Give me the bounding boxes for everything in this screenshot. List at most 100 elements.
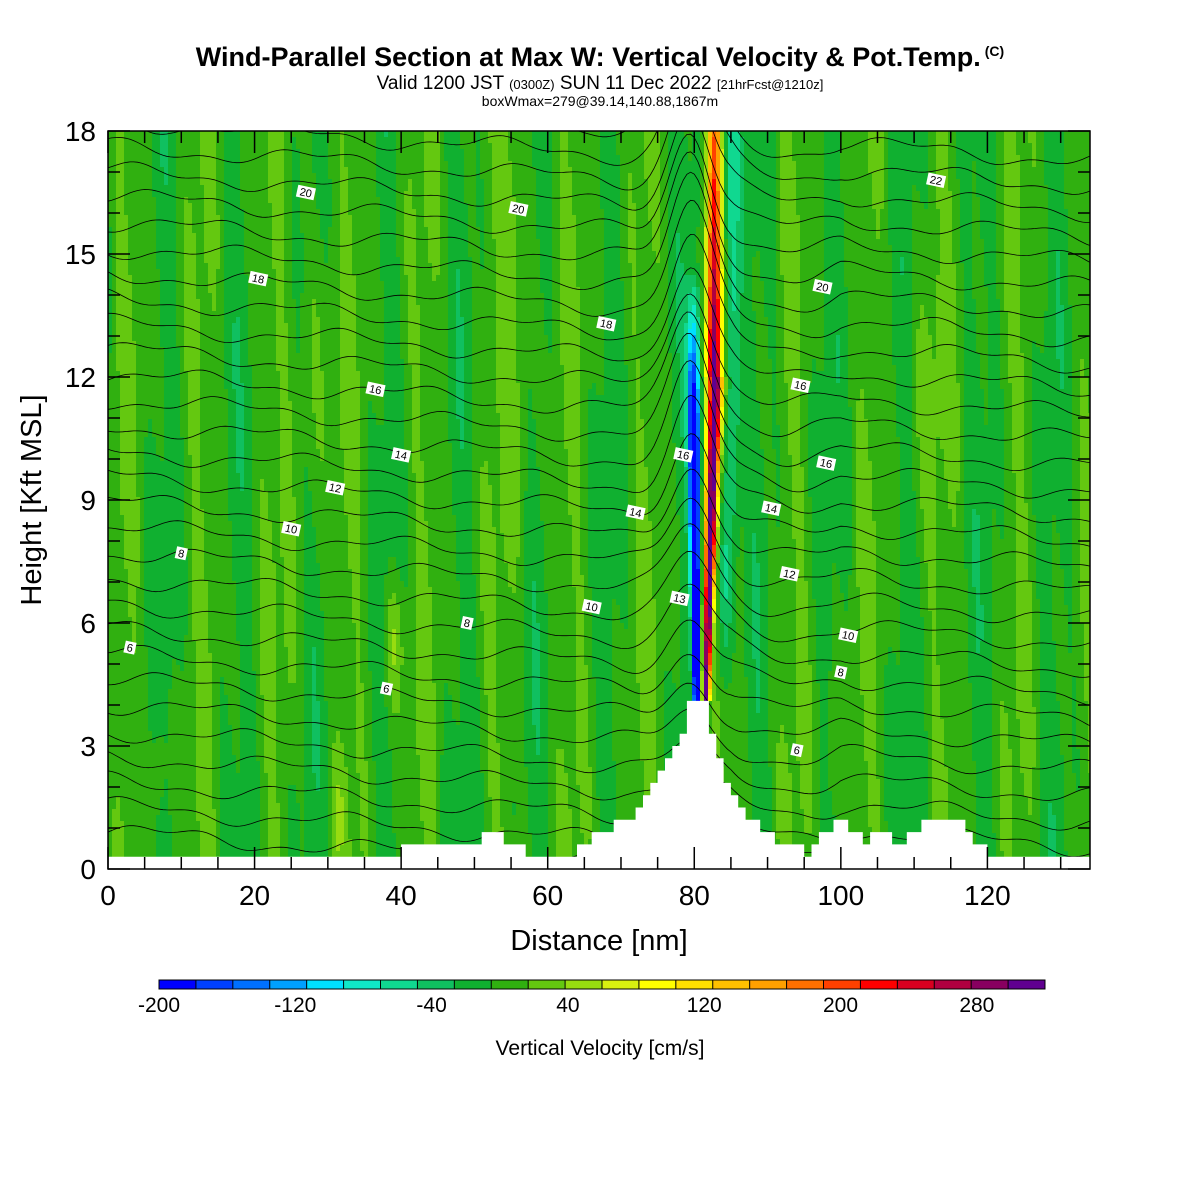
velocity-cell	[136, 665, 141, 672]
velocity-cell	[124, 305, 129, 312]
velocity-cell	[112, 653, 117, 660]
velocity-cell	[120, 689, 125, 696]
velocity-cell	[148, 209, 153, 216]
velocity-cell	[212, 593, 217, 600]
velocity-cell	[208, 299, 213, 306]
velocity-cell	[216, 317, 221, 324]
velocity-cell	[172, 395, 177, 402]
velocity-cell	[132, 305, 137, 312]
velocity-cell	[216, 593, 221, 600]
velocity-cell	[216, 785, 221, 792]
velocity-cell	[224, 479, 229, 486]
velocity-cell	[196, 785, 201, 792]
velocity-cell	[144, 275, 149, 282]
velocity-cell	[160, 803, 165, 810]
velocity-cell	[200, 371, 205, 378]
velocity-cell	[136, 413, 141, 420]
velocity-cell	[228, 323, 233, 330]
velocity-cell	[140, 719, 145, 726]
velocity-cell	[180, 257, 185, 264]
velocity-cell	[120, 509, 125, 516]
velocity-cell	[132, 815, 137, 822]
velocity-cell	[180, 293, 185, 300]
velocity-cell	[148, 299, 153, 306]
velocity-cell	[196, 815, 201, 822]
velocity-cell	[128, 533, 133, 540]
velocity-cell	[132, 515, 137, 522]
velocity-cell	[120, 611, 125, 618]
velocity-cell	[216, 467, 221, 474]
velocity-cell	[204, 395, 209, 402]
velocity-cell	[228, 821, 233, 828]
velocity-cell	[192, 701, 197, 708]
velocity-cell	[188, 311, 193, 318]
velocity-cell	[112, 461, 117, 468]
velocity-cell	[164, 683, 169, 690]
velocity-cell	[196, 647, 201, 654]
velocity-cell	[140, 185, 145, 192]
velocity-cell	[160, 653, 165, 660]
velocity-cell	[184, 209, 189, 216]
velocity-cell	[212, 563, 217, 570]
velocity-cell	[160, 365, 165, 372]
velocity-cell	[212, 497, 217, 504]
velocity-cell	[224, 515, 229, 522]
velocity-cell	[120, 629, 125, 636]
velocity-cell	[188, 239, 193, 246]
velocity-cell	[184, 233, 189, 240]
velocity-cell	[116, 353, 121, 360]
velocity-cell	[216, 551, 221, 558]
velocity-cell	[204, 653, 209, 660]
velocity-cell	[176, 641, 181, 648]
velocity-cell	[152, 563, 157, 570]
velocity-cell	[184, 203, 189, 210]
velocity-cell	[116, 695, 121, 702]
velocity-cell	[148, 731, 153, 738]
velocity-cell	[144, 347, 149, 354]
velocity-cell	[200, 377, 205, 384]
velocity-cell	[168, 263, 173, 270]
velocity-cell	[196, 185, 201, 192]
velocity-cell	[148, 653, 153, 660]
velocity-cell	[192, 449, 197, 456]
velocity-cell	[156, 689, 161, 696]
velocity-cell	[208, 587, 213, 594]
velocity-cell	[180, 803, 185, 810]
velocity-cell	[204, 203, 209, 210]
velocity-cell	[212, 323, 217, 330]
velocity-cell	[228, 143, 233, 150]
velocity-cell	[224, 545, 229, 552]
velocity-cell	[204, 689, 209, 696]
velocity-cell	[148, 473, 153, 480]
velocity-cell	[124, 785, 129, 792]
velocity-cell	[144, 563, 149, 570]
velocity-cell	[188, 137, 193, 144]
velocity-cell	[196, 833, 201, 840]
velocity-cell	[176, 287, 181, 294]
velocity-cell	[204, 629, 209, 636]
velocity-cell	[208, 617, 213, 624]
velocity-cell	[160, 713, 165, 720]
velocity-cell	[124, 143, 129, 150]
velocity-cell	[148, 221, 153, 228]
velocity-cell	[120, 761, 125, 768]
velocity-cell	[208, 263, 213, 270]
velocity-cell	[180, 767, 185, 774]
velocity-cell	[220, 623, 225, 630]
velocity-cell	[124, 815, 129, 822]
velocity-cell	[148, 407, 153, 414]
velocity-cell	[220, 389, 225, 396]
velocity-cell	[168, 611, 173, 618]
velocity-cell	[132, 311, 137, 318]
velocity-cell	[132, 791, 137, 798]
velocity-cell	[152, 221, 157, 228]
velocity-cell	[232, 161, 237, 168]
velocity-cell	[216, 395, 221, 402]
velocity-cell	[188, 545, 193, 552]
velocity-cell	[224, 473, 229, 480]
velocity-cell	[208, 611, 213, 618]
velocity-cell	[140, 281, 145, 288]
velocity-cell	[156, 533, 161, 540]
velocity-cell	[112, 323, 117, 330]
velocity-cell	[176, 773, 181, 780]
